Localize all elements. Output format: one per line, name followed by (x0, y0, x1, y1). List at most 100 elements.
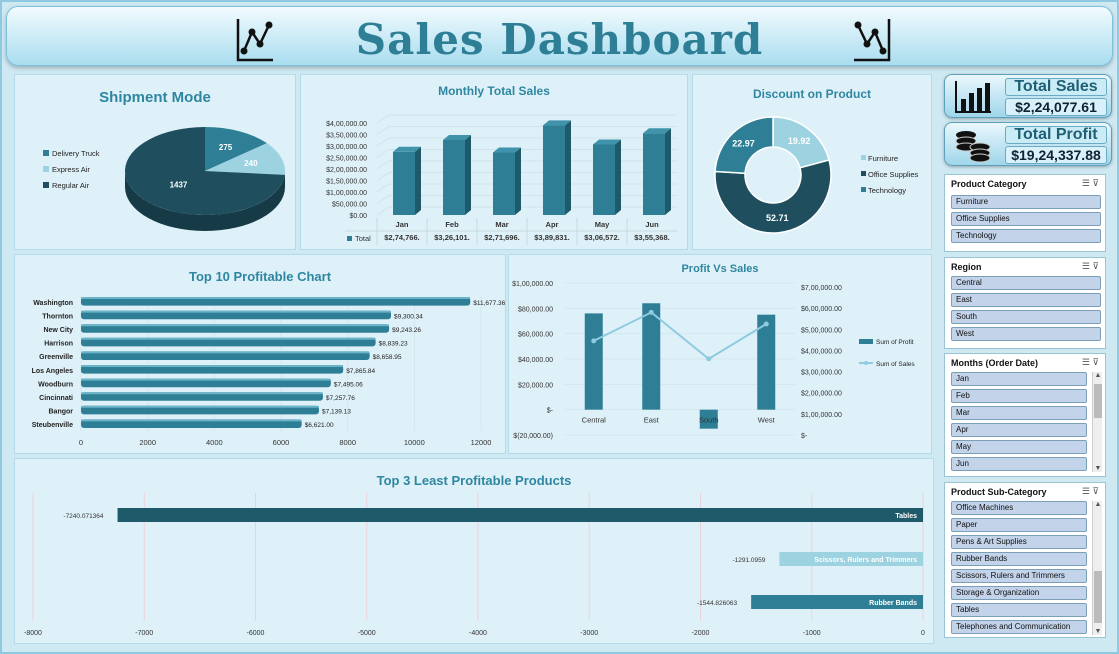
slicer-item-furniture[interactable]: Furniture (951, 195, 1101, 209)
slicer-title: Region (951, 262, 982, 272)
slicer-item-telephones[interactable]: Telephones and Communication (951, 620, 1087, 634)
bar-top (493, 147, 521, 153)
least-profitable-chart: -8000 -7000 -6000 -5000 -4000 -3000 -2000 -1000… (24, 493, 925, 637)
slicer-item-jan[interactable]: Jan (951, 372, 1087, 386)
slicer-clear-filter-icon[interactable]: ☰ ⊽ (1081, 357, 1099, 367)
legend-label: Sum of Profit (876, 339, 914, 346)
discount-donut-chart: 19.92 52.71 22.97 Furniture Office Supplies T… (714, 116, 919, 234)
scroll-thumb[interactable] (1094, 384, 1102, 418)
top10-bar (81, 324, 390, 333)
slicer-item-office-machines[interactable]: Office Machines (951, 501, 1087, 515)
x-tick-label: Jan (396, 220, 409, 229)
monthly-bar (443, 139, 465, 215)
slicer-item-paper[interactable]: Paper (951, 518, 1087, 532)
trend-icon (854, 19, 891, 62)
slicer-item-rubber-bands[interactable]: Rubber Bands (951, 552, 1087, 566)
monthly-bar (543, 125, 565, 215)
category-label: Washington (33, 300, 73, 307)
bar-side (515, 147, 521, 215)
pie-slice (125, 127, 285, 216)
top10-bar-chart: 0 2000 4000 6000 8000 10000 12000 Washington $11… (32, 295, 506, 447)
slicer-item-may[interactable]: May (951, 440, 1087, 454)
months-slicer[interactable]: Months (Order Date) ☰ ⊽ Jan Feb Mar Apr … (944, 353, 1106, 477)
gridline (376, 195, 390, 204)
slicer-scrollbar[interactable]: ▲ ▼ (1092, 501, 1102, 635)
pie-slice (205, 127, 267, 171)
bar-highlight (81, 419, 302, 422)
slicer-item-feb[interactable]: Feb (951, 389, 1087, 403)
slicer-item-mar[interactable]: Mar (951, 406, 1087, 420)
y-tick-label: $3,50,000.00 (326, 133, 367, 140)
least-profitable-title: Top 3 Least Profitable Products (376, 473, 572, 488)
shipment-mode-panel: Shipment Mode Delivery Truck Express Air R… (14, 74, 296, 250)
y-tick-label: $50,000.00 (332, 202, 367, 209)
region-slicer[interactable]: Region ☰ ⊽ Central East South West (944, 257, 1106, 349)
product-subcategory-slicer[interactable]: Product Sub-Category ☰ ⊽ Office Machines… (944, 482, 1106, 638)
slicer-item-jun[interactable]: Jun (951, 457, 1087, 471)
data-label: $6,621.00 (305, 422, 334, 429)
x-tick-label: South (699, 416, 719, 425)
bar-highlight (81, 324, 390, 327)
y2-tick-label: $5,00,000.00 (801, 327, 842, 334)
y2-tick-label: $- (801, 433, 808, 440)
slicer-item-technology[interactable]: Technology (951, 229, 1101, 243)
y-tick-label: $40,000.00 (518, 357, 553, 364)
bar-top (593, 139, 621, 145)
profit-bar (584, 313, 603, 410)
sales-point (648, 309, 654, 315)
data-label: -1291.0959 (732, 557, 765, 564)
data-table-label: Total (355, 234, 371, 243)
scroll-up-icon[interactable]: ▲ (1094, 372, 1102, 379)
y-tick-label: $- (547, 408, 554, 415)
category-label: Steubenville (32, 422, 73, 429)
product-category-slicer[interactable]: Product Category ☰ ⊽ Furniture Office Su… (944, 174, 1106, 252)
top10-bar (81, 297, 471, 306)
slicer-clear-filter-icon[interactable]: ☰ ⊽ (1081, 178, 1099, 188)
top10-panel: Top 10 Profitable Chart 0 2000 4000 6000 800… (14, 254, 506, 454)
slicer-item-office-supplies[interactable]: Office Supplies (951, 212, 1101, 226)
data-label: $9,243.26 (392, 327, 421, 334)
category-label: New City (43, 327, 73, 334)
bar-chart-icon (955, 81, 991, 113)
x-tick-label: 0 (79, 438, 83, 447)
top10-bar (81, 351, 370, 360)
slicer-clear-filter-icon[interactable]: ☰ ⊽ (1081, 261, 1099, 271)
bar-highlight (81, 405, 319, 408)
x-tick-label: 2000 (139, 438, 156, 447)
bar-highlight (81, 351, 370, 354)
slicer-item-tables[interactable]: Tables (951, 603, 1087, 617)
slicer-item-west[interactable]: West (951, 327, 1101, 341)
scroll-down-icon[interactable]: ▼ (1094, 628, 1102, 635)
slicer-item-east[interactable]: East (951, 293, 1101, 307)
top10-bar (81, 337, 376, 347)
gridline (376, 149, 390, 158)
page-title: Sales Dashboard (355, 15, 764, 64)
legend-label: Delivery Truck (52, 149, 100, 158)
scroll-down-icon[interactable]: ▼ (1094, 465, 1102, 472)
category-label: Scissors, Rulers and Trimmers (814, 557, 917, 564)
slicer-scrollbar[interactable]: ▲ ▼ (1092, 372, 1102, 472)
x-tick-label: 8000 (339, 438, 356, 447)
legend-swatch (861, 187, 866, 192)
data-table-value: $3,06,572. (584, 233, 619, 242)
donut-slice (714, 116, 774, 175)
x-tick-label: West (758, 416, 776, 425)
scroll-up-icon[interactable]: ▲ (1094, 501, 1102, 508)
top10-bar (81, 405, 319, 415)
legend-label: Office Supplies (868, 170, 919, 179)
slicer-item-apr[interactable]: Apr (951, 423, 1087, 437)
slicer-item-scissors[interactable]: Scissors, Rulers and Trimmers (951, 569, 1087, 583)
y-tick-label: $1,00,000.00 (512, 281, 553, 288)
total-sales-label: Total Sales (1005, 78, 1107, 96)
slicer-clear-filter-icon[interactable]: ☰ ⊽ (1081, 486, 1099, 496)
slicer-item-pens-art[interactable]: Pens & Art Supplies (951, 535, 1087, 549)
slicer-item-storage[interactable]: Storage & Organization (951, 586, 1087, 600)
slicer-item-south[interactable]: South (951, 310, 1101, 324)
data-table-value: $2,74,766. (384, 233, 419, 242)
slicer-item-central[interactable]: Central (951, 276, 1101, 290)
scroll-thumb[interactable] (1094, 571, 1102, 623)
category-label: Rubber Bands (869, 600, 917, 607)
monthly-sales-title: Monthly Total Sales (438, 84, 550, 98)
total-profit-value: $19,24,337.88 (1005, 146, 1107, 164)
gridline (376, 137, 390, 147)
